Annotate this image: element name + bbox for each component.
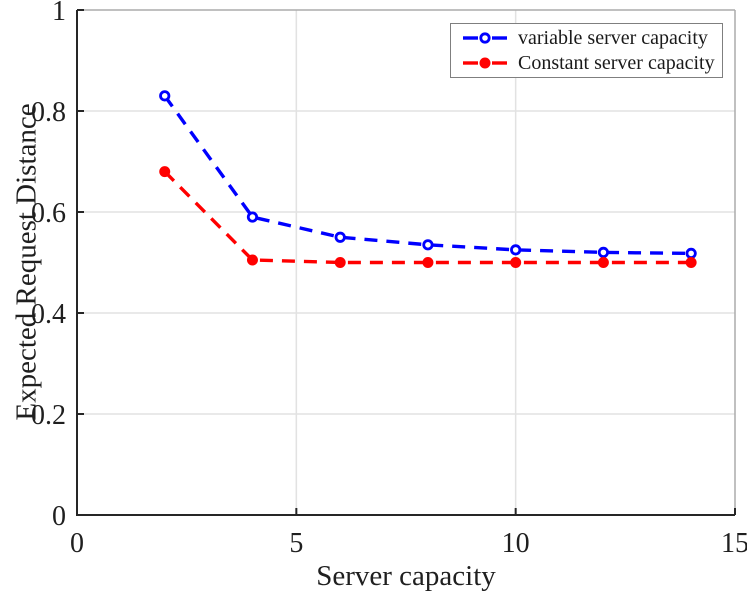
y-tick-label: 0.2	[31, 400, 66, 431]
data-point-open-circle	[597, 246, 610, 258]
x-tick-label: 5	[289, 528, 303, 559]
data-point-filled-circle	[159, 166, 171, 178]
data-point-open-circle	[334, 231, 346, 243]
y-tick-label: 0	[52, 501, 66, 532]
series-constant	[159, 166, 697, 268]
data-point-open-circle	[510, 244, 522, 256]
data-point-filled-circle	[597, 257, 609, 268]
series-variable	[159, 90, 697, 260]
legend-line-sample-constant	[463, 57, 507, 69]
series-line	[163, 94, 692, 256]
data-point-filled-circle	[479, 57, 491, 69]
data-point-open-circle	[159, 90, 171, 102]
x-tick-label: 0	[70, 528, 84, 559]
legend-item-constant-server-capacity: Constant server capacity	[461, 51, 716, 75]
legend-line-sample-variable	[463, 32, 507, 44]
data-point-open-circle	[685, 247, 697, 260]
data-point-filled-circle	[510, 257, 522, 268]
data-point-filled-circle	[422, 257, 434, 268]
x-tick-label: 15	[721, 528, 747, 559]
data-point-filled-circle	[246, 254, 258, 266]
y-tick-label: 0.6	[31, 198, 66, 229]
x-tick-label: 10	[502, 528, 530, 559]
legend: variable server capacity Constant server…	[450, 23, 723, 78]
y-tick-label: 1	[52, 0, 66, 27]
x-axis-label: Server capacity	[316, 560, 496, 592]
data-point-open-circle	[479, 32, 491, 44]
legend-label: variable server capacity	[518, 27, 708, 50]
y-axis-label: Expected Request Distance	[10, 103, 43, 421]
data-point-open-circle	[246, 211, 259, 223]
data-point-filled-circle	[685, 257, 697, 268]
data-point-open-circle	[422, 239, 434, 251]
y-tick-label: 0.8	[31, 97, 66, 128]
y-tick-label: 0.4	[31, 299, 66, 330]
legend-label: Constant server capacity	[518, 51, 715, 74]
data-point-filled-circle	[334, 257, 346, 268]
legend-item-variable-server-capacity: variable server capacity	[461, 26, 716, 50]
